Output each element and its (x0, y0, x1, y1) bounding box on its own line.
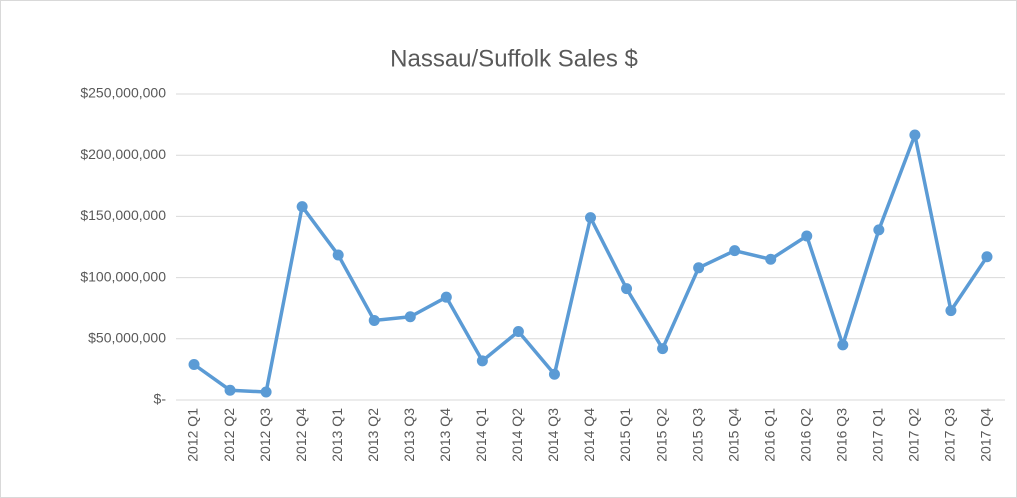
marker (837, 339, 849, 351)
x-tick-label: 2014 Q3 (545, 408, 561, 462)
x-tick-label: 2016 Q1 (761, 408, 777, 462)
marker (512, 325, 524, 337)
x-tick-label: 2013 Q3 (401, 408, 417, 462)
x-tick-label: 2012 Q3 (257, 408, 273, 462)
x-tick-label: 2013 Q1 (329, 408, 345, 462)
y-tick-label: $50,000,000 (88, 330, 166, 346)
x-tick-label: 2013 Q2 (365, 408, 381, 462)
x-tick-label: 2017 Q1 (870, 408, 886, 462)
x-tick-label: 2015 Q2 (653, 408, 669, 462)
marker (945, 305, 957, 317)
x-tick-label: 2017 Q3 (942, 408, 958, 462)
marker (585, 212, 596, 224)
marker (440, 291, 452, 303)
marker (693, 262, 705, 274)
marker (621, 283, 633, 295)
y-tick-label: $100,000,000 (80, 268, 166, 284)
marker (801, 230, 813, 242)
chart-title: Nassau/Suffolk Sales $ (390, 45, 638, 72)
x-tick-label: 2014 Q2 (509, 408, 525, 462)
y-tick-label: $250,000,000 (80, 85, 166, 101)
x-tick-label: 2012 Q2 (221, 408, 237, 462)
x-tick-label: 2015 Q3 (689, 408, 705, 462)
y-tick-label: $150,000,000 (80, 207, 166, 223)
y-tick-label: $- (154, 391, 167, 407)
marker (368, 314, 380, 326)
marker (332, 249, 344, 261)
x-tick-label: 2012 Q1 (185, 408, 201, 462)
x-tick-label: 2013 Q4 (437, 408, 453, 462)
marker (909, 129, 921, 141)
marker (404, 311, 416, 323)
x-tick-label: 2017 Q2 (906, 408, 922, 462)
marker (873, 224, 885, 236)
x-tick-label: 2014 Q1 (473, 408, 489, 462)
marker (729, 245, 741, 257)
marker (981, 251, 993, 263)
marker (260, 386, 272, 398)
marker (296, 201, 308, 213)
marker (476, 355, 488, 367)
marker (765, 253, 777, 265)
x-tick-label: 2017 Q4 (978, 408, 994, 462)
marker (224, 384, 236, 396)
marker (188, 359, 200, 371)
y-tick-label: $200,000,000 (80, 146, 166, 162)
marker (548, 368, 560, 380)
marker (657, 343, 669, 355)
x-tick-label: 2015 Q1 (617, 408, 633, 462)
x-tick-label: 2016 Q2 (797, 408, 813, 462)
x-tick-label: 2016 Q3 (834, 408, 850, 462)
x-tick-label: 2014 Q4 (581, 408, 597, 462)
x-tick-label: 2015 Q4 (725, 408, 741, 462)
x-tick-label: 2012 Q4 (293, 408, 309, 462)
